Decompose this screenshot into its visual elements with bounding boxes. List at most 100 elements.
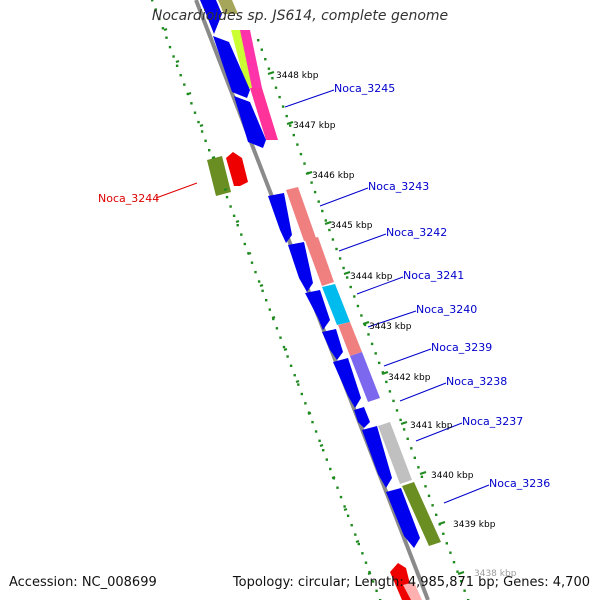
gene-feature[interactable] <box>403 582 422 600</box>
ring-dot <box>161 27 165 30</box>
gene-noca-3243[interactable] <box>286 187 316 241</box>
ring-dot <box>427 494 431 497</box>
ring-dot <box>225 195 229 199</box>
ring-dot <box>257 280 261 283</box>
ring-dot <box>392 399 395 403</box>
gene-noca-3240[interactable] <box>338 322 362 356</box>
ring-dot <box>250 261 254 264</box>
ring-dot <box>361 552 364 555</box>
ring-dot <box>324 219 327 222</box>
tick-label: 3448 kbp <box>276 71 319 81</box>
gene-label[interactable]: Noca_3236 <box>489 477 550 490</box>
gene-feature[interactable] <box>305 290 330 330</box>
gene-label[interactable]: Noca_3244 <box>98 192 159 205</box>
ring-tick <box>223 188 228 191</box>
gene-noca-3236[interactable] <box>402 482 441 546</box>
ring-dot <box>200 130 204 133</box>
gene-feature[interactable] <box>386 488 420 548</box>
ring-dot <box>154 8 157 11</box>
gene-label[interactable]: Noca_3243 <box>368 180 429 193</box>
ring-dot <box>329 467 332 471</box>
ring-dot <box>274 86 278 89</box>
gene-labels: Noca_3245 Noca_3244 Noca_3243 Noca_3242 … <box>98 82 550 490</box>
ring-dot <box>175 64 179 67</box>
ring-dot <box>186 92 189 96</box>
gene-label[interactable]: Noca_3240 <box>416 303 477 316</box>
ring-dot <box>349 285 352 289</box>
ring-dot <box>336 486 339 489</box>
kbp-tick <box>286 121 294 125</box>
gene-noca-3237[interactable] <box>378 422 412 484</box>
gene-feature[interactable] <box>362 426 392 488</box>
gene-feature[interactable] <box>333 358 361 408</box>
ring-dot <box>282 345 286 349</box>
ring-dot <box>278 95 281 99</box>
ring-dot <box>375 589 378 592</box>
ring-dot <box>350 524 353 527</box>
gene-noca-3241[interactable] <box>322 284 350 325</box>
ring-dot <box>385 380 388 384</box>
ring-dot <box>190 102 193 105</box>
ring-dot <box>267 67 271 70</box>
ring-dot <box>356 304 360 308</box>
gene-feature[interactable] <box>322 329 343 360</box>
ring-dot <box>286 355 289 358</box>
gene-label[interactable]: Noca_3242 <box>386 226 447 239</box>
ring-dot <box>193 111 197 114</box>
gene-feature[interactable] <box>250 88 278 140</box>
ring-dot <box>410 447 413 450</box>
ring-dot <box>343 505 346 508</box>
gene-label[interactable]: Noca_3241 <box>403 269 464 282</box>
gene-label[interactable]: Noca_3238 <box>446 375 507 388</box>
ring-dot <box>268 308 271 311</box>
ring-dot <box>158 17 161 21</box>
ring-dot <box>360 314 363 317</box>
ring-dot <box>304 402 307 405</box>
gene-feature[interactable] <box>213 36 250 98</box>
ring-dot <box>208 149 211 152</box>
gene-label[interactable]: Noca_3245 <box>334 82 395 95</box>
ring-dot <box>265 299 268 302</box>
gene-feature[interactable] <box>268 193 292 243</box>
gene-label[interactable]: Noca_3239 <box>431 341 492 354</box>
gene-noca-3238[interactable] <box>354 407 370 428</box>
ring-dot <box>435 513 438 516</box>
ring-dot <box>399 418 402 422</box>
gene-noca-3239[interactable] <box>350 352 380 402</box>
gene-noca-3242[interactable] <box>305 237 334 286</box>
gene-feature[interactable] <box>200 0 222 34</box>
ring-dot <box>459 580 463 583</box>
accession-text: Accession: NC_008699 <box>9 575 157 590</box>
ring-dot <box>296 143 299 146</box>
kbp-tick <box>267 71 275 75</box>
ring-dot <box>260 48 263 51</box>
ring-tick <box>175 60 180 63</box>
ring-dot <box>240 233 243 236</box>
ring-dot <box>313 190 317 194</box>
kbp-tick <box>343 271 351 275</box>
gene-feature[interactable] <box>288 242 313 292</box>
ring-dot <box>151 0 154 2</box>
ring-dot <box>297 383 300 386</box>
gene-label[interactable]: Noca_3237 <box>462 415 523 428</box>
ring-dot <box>346 276 349 279</box>
gene-feature[interactable] <box>240 30 262 88</box>
gene-feature[interactable] <box>234 96 266 148</box>
ring-dot <box>272 317 275 321</box>
ring-tick <box>211 156 216 159</box>
gene-noca-3244[interactable] <box>207 156 231 196</box>
ring-dot <box>165 36 168 39</box>
ring-dot <box>420 475 424 478</box>
ring-dot <box>318 439 321 442</box>
ring-tick <box>163 28 168 31</box>
ring-dot <box>367 333 370 336</box>
ring-dot <box>431 504 434 507</box>
gene-feature[interactable] <box>218 0 238 14</box>
gene-feature[interactable] <box>226 152 248 186</box>
ring-dot <box>378 361 381 365</box>
ring-dot <box>314 430 318 433</box>
ring-dot <box>452 561 456 564</box>
ring-dot <box>236 224 239 227</box>
gene-label-lines <box>155 89 490 504</box>
